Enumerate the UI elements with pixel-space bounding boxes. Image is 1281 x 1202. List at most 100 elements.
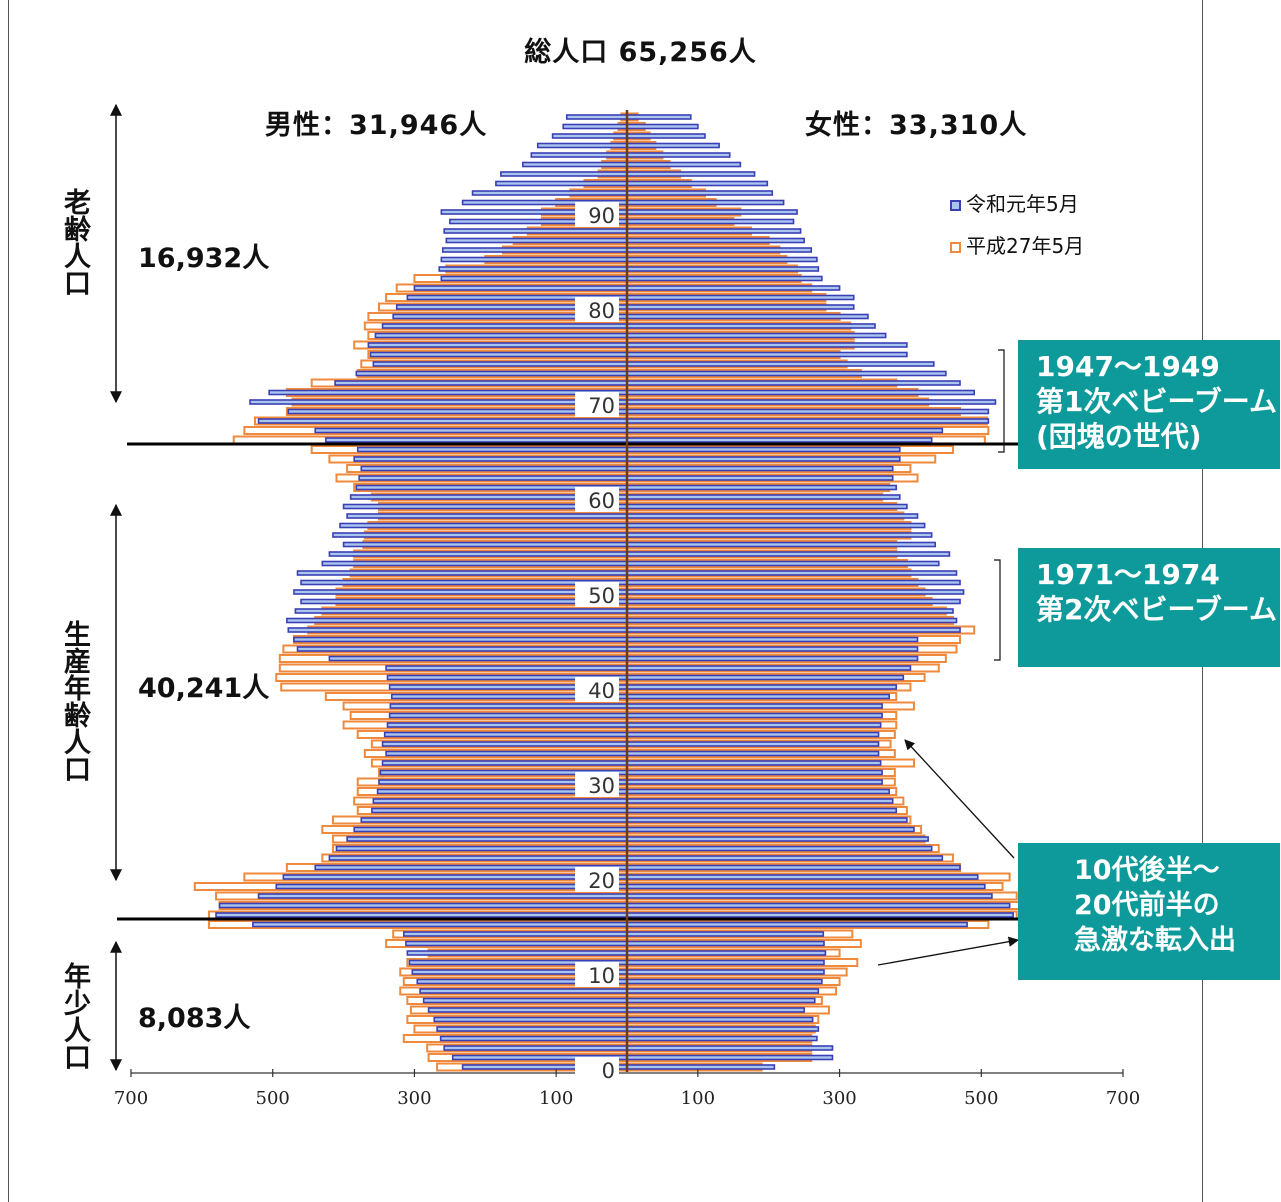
bar-reiwa-male-age-83 bbox=[440, 275, 628, 282]
bar-reiwa-female-age-46 bbox=[626, 627, 961, 633]
bar-reiwa-male-age-62 bbox=[358, 475, 628, 481]
callout-migration-line1: 10代後半～ bbox=[1074, 855, 1220, 886]
bar-reiwa-female-age-29 bbox=[626, 788, 890, 795]
legend-heisei-swatch bbox=[950, 242, 961, 253]
x-axis: 700 500 300 100 100 300 500 700 bbox=[114, 110, 1140, 1109]
bar-reiwa-male-age-77 bbox=[374, 332, 628, 339]
bar-reiwa-male-age-55 bbox=[342, 541, 628, 548]
bar-reiwa-female-age-33 bbox=[626, 750, 880, 757]
age-label-bg-30 bbox=[575, 772, 619, 797]
age-tick-label-40: 40 bbox=[588, 679, 615, 703]
bar-reiwa-male-age-44 bbox=[296, 646, 628, 652]
bar-reiwa-female-age-85 bbox=[626, 256, 818, 263]
bar-reiwa-male-age-53 bbox=[321, 560, 628, 567]
bar-reiwa-female-age-78 bbox=[626, 323, 876, 329]
bar-reiwa-female-age-32 bbox=[626, 760, 882, 766]
bar-reiwa-male-age-71 bbox=[268, 389, 628, 396]
bar-reiwa-female-age-35 bbox=[626, 731, 880, 738]
bar-reiwa-male-age-98 bbox=[551, 133, 628, 139]
bar-reiwa-female-age-76 bbox=[626, 342, 908, 348]
bar-reiwa-male-age-84 bbox=[438, 266, 628, 272]
bar-reiwa-female-age-25 bbox=[626, 826, 915, 833]
bar-reiwa-female-age-95 bbox=[626, 161, 742, 168]
bar-reiwa-female-age-56 bbox=[626, 532, 933, 538]
elderly-group-count: 16,932人 bbox=[138, 243, 270, 274]
bar-reiwa-female-age-24 bbox=[626, 836, 929, 842]
bar-reiwa-female-age-55 bbox=[626, 541, 937, 548]
bracket-second-boom bbox=[994, 559, 1001, 661]
bar-reiwa-female-age-87 bbox=[626, 237, 805, 244]
bar-reiwa-male-age-24 bbox=[346, 836, 628, 842]
bar-reiwa-female-age-36 bbox=[626, 722, 882, 728]
bar-reiwa-female-age-5 bbox=[626, 1016, 814, 1023]
bar-reiwa-male-age-6 bbox=[427, 1007, 628, 1013]
bar-reiwa-male-age-97 bbox=[536, 142, 628, 149]
bar-reiwa-female-age-17 bbox=[626, 902, 1011, 909]
bar-reiwa-female-age-50 bbox=[626, 589, 965, 595]
bar-reiwa-male-age-56 bbox=[332, 532, 628, 538]
bar-reiwa-female-age-86 bbox=[626, 247, 813, 253]
bar-reiwa-female-age-61 bbox=[626, 484, 898, 491]
x-tick-label-3: 100 bbox=[539, 1088, 573, 1109]
age-axis-labels: 0 10 20 30 40 50 60 70 80 90 bbox=[575, 202, 619, 1083]
callout-boom1-line2: 第1次ベビーブーム bbox=[1036, 385, 1277, 418]
bar-reiwa-female-age-42 bbox=[626, 665, 912, 671]
age-tick-label-60: 60 bbox=[588, 489, 615, 513]
bar-reiwa-male-age-65 bbox=[356, 446, 628, 453]
bar-reiwa-male-age-42 bbox=[385, 665, 628, 671]
bar-reiwa-female-age-98 bbox=[626, 133, 706, 139]
bar-reiwa-female-age-18 bbox=[626, 893, 993, 899]
bar-reiwa-male-age-15 bbox=[252, 921, 628, 928]
callout-boom1-line3: (団塊の世代) bbox=[1036, 420, 1202, 453]
age-label-bg-70 bbox=[575, 392, 619, 417]
age-label-bg-50 bbox=[575, 582, 619, 607]
bar-reiwa-male-age-76 bbox=[367, 342, 628, 348]
bar-reiwa-male-age-57 bbox=[339, 522, 628, 529]
bar-reiwa-female-age-34 bbox=[626, 741, 880, 747]
bar-reiwa-male-age-3 bbox=[439, 1035, 628, 1042]
bar-reiwa-female-age-54 bbox=[626, 551, 951, 557]
bar-reiwa-female-age-45 bbox=[626, 636, 919, 643]
bar-reiwa-female-age-63 bbox=[626, 465, 894, 472]
bar-reiwa-male-age-52 bbox=[296, 570, 628, 576]
bar-reiwa-male-age-54 bbox=[328, 551, 628, 557]
elderly-group-label: 老齢人口 bbox=[59, 188, 90, 296]
bar-reiwa-female-age-15 bbox=[626, 921, 968, 928]
bar-reiwa-male-age-19 bbox=[275, 883, 628, 890]
legend-heisei: 平成27年5月 bbox=[950, 230, 1084, 259]
bar-reiwa-male-age-36 bbox=[386, 722, 628, 728]
bar-reiwa-female-age-43 bbox=[626, 655, 919, 662]
age-label-bg-80 bbox=[575, 297, 619, 322]
callout-migration-line2: 20代前半の bbox=[1074, 890, 1220, 921]
bar-reiwa-male-age-5 bbox=[433, 1016, 628, 1023]
bar-reiwa-male-age-46 bbox=[287, 627, 628, 633]
bar-reiwa-female-age-96 bbox=[626, 152, 731, 158]
bar-reiwa-female-age-69 bbox=[626, 408, 990, 415]
bar-reiwa-female-age-94 bbox=[626, 171, 756, 177]
bar-reiwa-female-age-62 bbox=[626, 475, 894, 481]
bar-reiwa-male-age-100 bbox=[565, 114, 628, 120]
bar-reiwa-female-age-83 bbox=[626, 275, 823, 282]
bar-reiwa-female-age-37 bbox=[626, 712, 883, 719]
age-tick-label-30: 30 bbox=[588, 774, 615, 798]
bar-reiwa-female-age-90 bbox=[626, 209, 798, 215]
bar-reiwa-male-age-16 bbox=[215, 912, 628, 918]
bar-reiwa-male-age-92 bbox=[471, 190, 628, 196]
bars-reiwa1 bbox=[215, 114, 1014, 1070]
young-group-label: 年少人口 bbox=[59, 962, 90, 1070]
bar-reiwa-male-age-47 bbox=[286, 617, 628, 624]
bar-reiwa-male-age-37 bbox=[388, 712, 628, 719]
bar-reiwa-female-age-68 bbox=[626, 418, 990, 424]
bar-reiwa-male-age-95 bbox=[522, 161, 628, 168]
bar-reiwa-female-age-66 bbox=[626, 437, 933, 443]
bar-reiwa-male-age-23 bbox=[335, 845, 628, 852]
bar-reiwa-female-age-88 bbox=[626, 228, 802, 234]
x-tick-label-6: 500 bbox=[964, 1088, 998, 1109]
bar-reiwa-female-age-59 bbox=[626, 503, 908, 510]
bar-reiwa-female-age-65 bbox=[626, 446, 901, 453]
bar-reiwa-male-age-12 bbox=[406, 950, 628, 956]
age-tick-label-10: 10 bbox=[588, 964, 615, 988]
bar-reiwa-female-age-19 bbox=[626, 883, 986, 890]
bar-reiwa-female-age-7 bbox=[626, 997, 816, 1004]
